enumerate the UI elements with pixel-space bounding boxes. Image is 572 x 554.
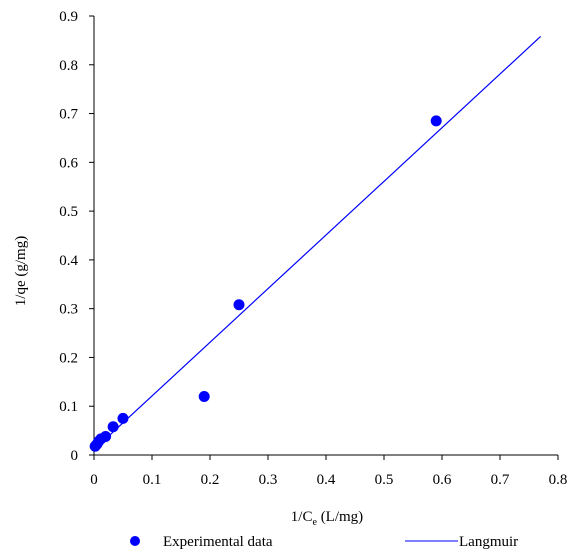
langmuir-fit-line	[93, 36, 542, 451]
y-tick-label: 0.3	[59, 302, 78, 318]
x-tick-label: 0.8	[549, 472, 568, 488]
y-tick-label: 0.6	[59, 155, 78, 171]
y-axis-label: 1/qe (g/mg)	[13, 236, 29, 306]
y-tick-label: 0.5	[59, 204, 78, 220]
data-point	[100, 430, 112, 442]
legend: Experimental data Langmuir	[130, 534, 518, 550]
y-tick-label: 0	[71, 448, 79, 464]
x-axis-label-unit: (L/mg)	[317, 509, 363, 525]
langmuir-series	[93, 36, 542, 451]
data-point	[198, 390, 210, 402]
x-tick-label: 0.1	[143, 472, 162, 488]
y-tick-label: 0.7	[59, 107, 78, 123]
x-tick-label: 0.4	[317, 472, 336, 488]
legend-label-experimental: Experimental data	[163, 534, 273, 550]
y-tick-label: 0.8	[59, 58, 78, 74]
x-axis-label: 1/Ce (L/mg)	[291, 509, 363, 528]
x-tick-label: 0.2	[201, 472, 220, 488]
x-ticks: 0 0.1 0.2 0.3 0.4 0.5 0.6 0.7 0.8	[90, 455, 567, 488]
legend-label-langmuir: Langmuir	[459, 534, 518, 550]
data-point	[233, 299, 245, 311]
x-axis-label-subscript: e	[312, 517, 317, 528]
legend-marker-experimental	[130, 536, 140, 546]
y-tick-label: 0.9	[59, 9, 78, 25]
x-tick-label: 0.7	[491, 472, 510, 488]
y-tick-label: 0.2	[59, 350, 78, 366]
x-tick-label: 0.3	[259, 472, 278, 488]
x-tick-label: 0.6	[433, 472, 452, 488]
x-tick-label: 0.5	[375, 472, 394, 488]
experimental-series	[89, 115, 442, 452]
y-tick-label: 0.1	[59, 399, 78, 415]
x-axis-label-main: 1/C	[291, 509, 313, 525]
data-point	[117, 412, 129, 424]
data-point	[430, 115, 442, 127]
x-tick-label: 0	[90, 472, 98, 488]
y-ticks: 0 0.1 0.2 0.3 0.4 0.5 0.6 0.7 0.8 0.9	[59, 9, 94, 464]
y-tick-label: 0.4	[59, 253, 78, 269]
data-point	[107, 421, 119, 433]
